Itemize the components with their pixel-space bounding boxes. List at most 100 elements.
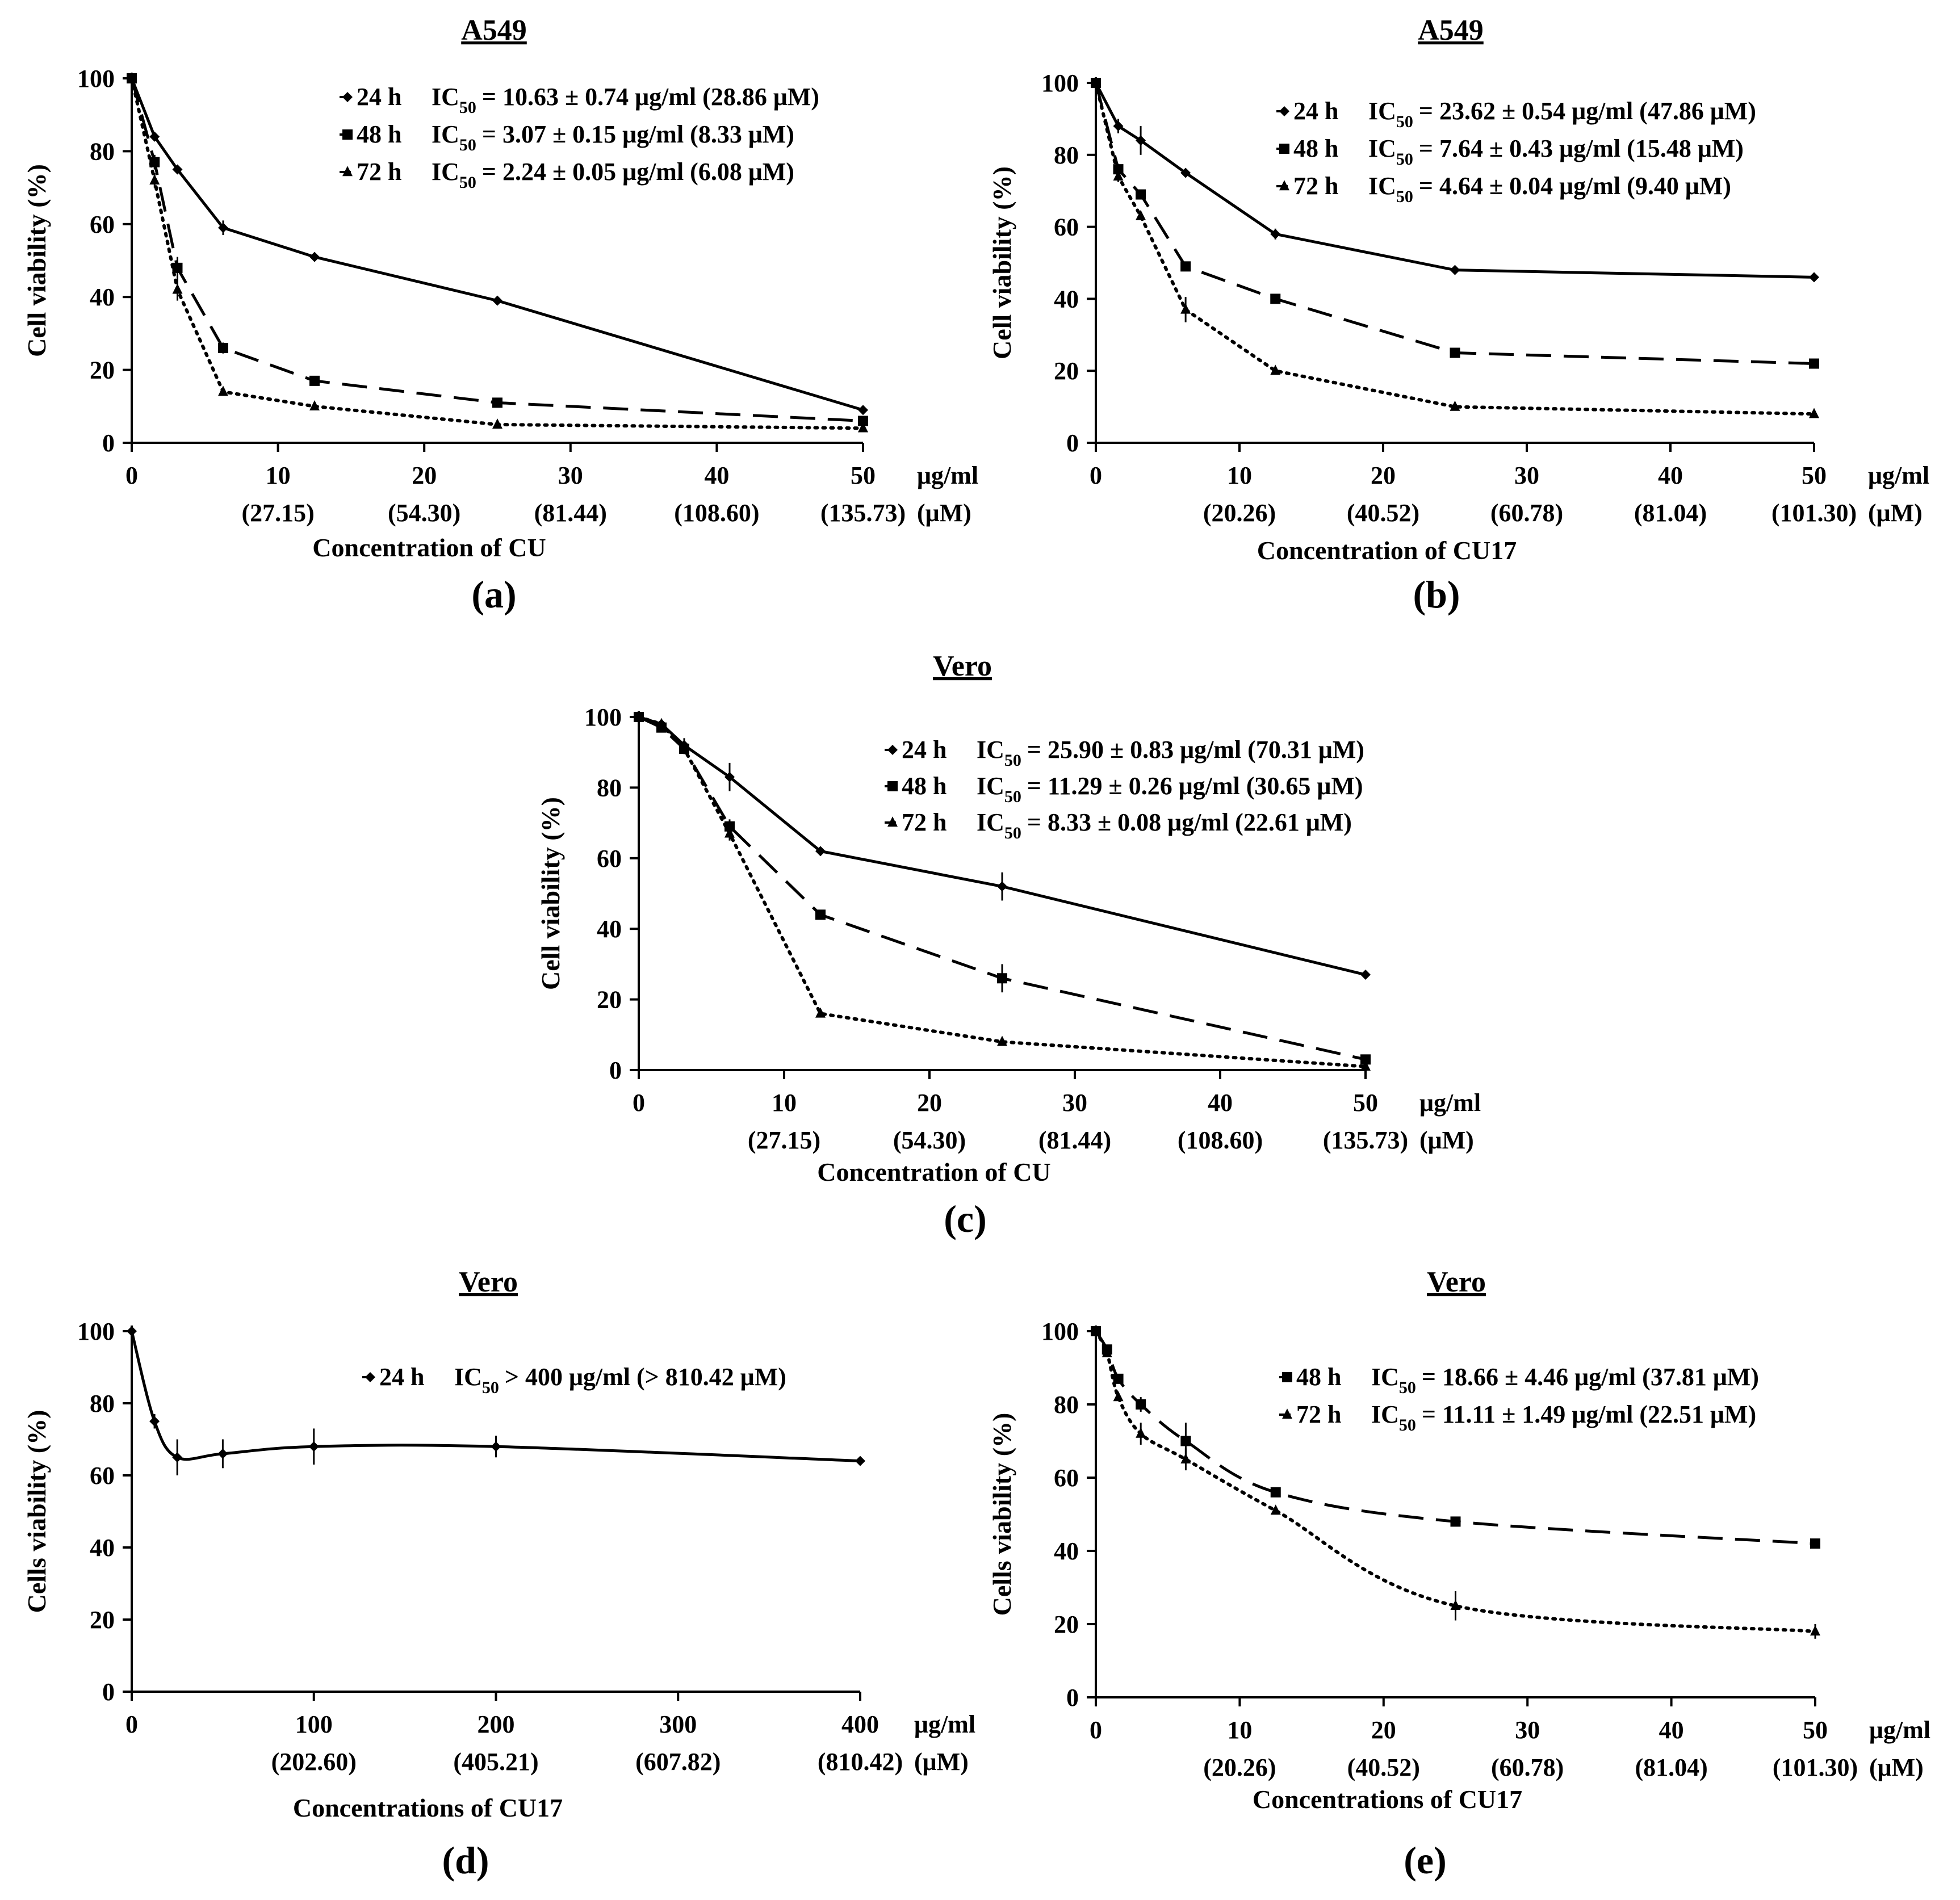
x-tick-label: 0 xyxy=(125,462,138,489)
data-point xyxy=(1450,1516,1461,1527)
legend-series-name: 72 h xyxy=(1296,1400,1341,1428)
series-72h xyxy=(127,72,868,433)
data-point xyxy=(1810,1625,1820,1636)
data-point xyxy=(1136,135,1146,146)
data-point xyxy=(308,1441,319,1452)
data-point xyxy=(1810,1538,1820,1549)
legend-series-name: 48 h xyxy=(357,120,401,148)
data-point xyxy=(1450,265,1460,275)
y-tick-label: 0 xyxy=(1066,429,1079,457)
legend-ic50: IC50 = 3.07 ± 0.15 μg/ml (8.33 μM) xyxy=(432,120,794,154)
x-tick-molar-label: (81.44) xyxy=(534,499,607,527)
legend-marker xyxy=(1279,144,1289,154)
data-point xyxy=(1136,189,1146,200)
ic50-subscript: 50 xyxy=(1004,787,1021,806)
y-tick-label: 40 xyxy=(1054,285,1079,313)
data-point xyxy=(172,1452,183,1463)
data-point xyxy=(149,131,160,142)
data-point xyxy=(492,418,502,429)
data-point xyxy=(997,1035,1007,1046)
ic50-subscript: 50 xyxy=(459,136,476,154)
legend-series-name: 48 h xyxy=(1293,135,1338,162)
legend-ic50: IC50 > 400 μg/ml (> 810.42 μM) xyxy=(454,1363,786,1397)
legend-marker xyxy=(1279,106,1289,116)
x-tick-molar-label: (81.04) xyxy=(1634,499,1707,527)
legend-series-name: 48 h xyxy=(902,772,947,800)
ic50-subscript: 50 xyxy=(1399,1416,1416,1435)
ic50-value: = 8.33 ± 0.08 μg/ml (22.61 μM) xyxy=(1027,808,1352,836)
x-tick-label: 50 xyxy=(1353,1089,1378,1117)
x-unit-molar-label: (μM) xyxy=(917,499,971,527)
y-tick-label: 100 xyxy=(584,703,622,731)
ic50-value: = 25.90 ± 0.83 μg/ml (70.31 μM) xyxy=(1027,736,1364,764)
y-tick-label: 20 xyxy=(1054,357,1079,385)
x-tick-label: 10 xyxy=(266,462,291,489)
x-tick-molar-label: (135.73) xyxy=(820,499,906,527)
data-point xyxy=(858,416,868,426)
data-point xyxy=(1136,209,1146,220)
data-point xyxy=(997,881,1007,892)
data-point xyxy=(1113,1373,1124,1384)
panel-d: Vero (d) 0 20 40 60 80 100 0 100 200 300 400 (202.60)… xyxy=(22,1266,975,1882)
panel-b: A549 (b) 0 20 40 60 80 100 0 10 20 30 40 50 (20.26) (40… xyxy=(987,14,1929,616)
y-tick-label: 40 xyxy=(90,283,115,311)
ic50-value: = 7.64 ± 0.43 μg/ml (15.48 μM) xyxy=(1419,135,1744,162)
x-tick-label: 40 xyxy=(1659,1716,1684,1744)
x-tick-molar-label: (40.52) xyxy=(1347,1754,1420,1781)
x-unit-label: μg/ml xyxy=(914,1710,975,1738)
y-tick-label: 40 xyxy=(90,1534,115,1562)
x-unit-label: μg/ml xyxy=(1419,1089,1481,1117)
x-tick-molar-label: (607.82) xyxy=(635,1748,721,1776)
y-tick-label: 60 xyxy=(90,1462,115,1490)
data-point xyxy=(1809,272,1819,283)
legend-series-name: 24 h xyxy=(357,83,401,111)
legend-marker xyxy=(1282,1372,1292,1382)
x-tick-molar-label: (20.26) xyxy=(1203,499,1276,527)
ic50-prefix: IC xyxy=(432,158,459,186)
x-tick-label: 20 xyxy=(917,1089,942,1117)
series-24h xyxy=(127,73,868,416)
data-point xyxy=(1270,229,1281,240)
data-point xyxy=(127,1326,137,1336)
data-point xyxy=(149,1416,160,1427)
panel-e-label: (e) xyxy=(1404,1839,1446,1882)
y-tick-label: 20 xyxy=(1054,1610,1079,1638)
x-tick-label: 40 xyxy=(704,462,729,489)
data-point xyxy=(1091,1325,1101,1336)
legend-marker xyxy=(342,92,353,102)
ic50-prefix: IC xyxy=(1368,97,1396,125)
x-tick-label: 10 xyxy=(1227,462,1252,489)
x-tick-molar-label: (810.42) xyxy=(818,1748,903,1776)
x-tick-molar-label: (81.44) xyxy=(1038,1126,1111,1154)
series-72h xyxy=(1091,77,1819,418)
legend-ic50: IC50 = 23.62 ± 0.54 μg/ml (47.86 μM) xyxy=(1368,97,1756,131)
data-point xyxy=(172,262,183,273)
legend-marker xyxy=(365,1372,375,1382)
data-point xyxy=(815,846,826,857)
panel-a-title: A549 xyxy=(461,14,527,47)
legend-ic50: IC50 = 2.24 ± 0.05 μg/ml (6.08 μM) xyxy=(432,158,794,192)
y-tick-label: 100 xyxy=(1041,1318,1079,1345)
x-tick-molar-label: (135.73) xyxy=(1323,1126,1408,1154)
legend-entry-48h: 48 h IC50 = 18.66 ± 4.46 μg/ml (37.81 μM) xyxy=(1279,1363,1759,1397)
ic50-value: = 11.11 ± 1.49 μg/ml (22.51 μM) xyxy=(1422,1400,1756,1428)
data-point xyxy=(1113,121,1124,132)
y-tick-label: 0 xyxy=(1066,1684,1079,1712)
x-tick-label: 0 xyxy=(125,1710,138,1738)
x-tick-label: 30 xyxy=(1062,1089,1087,1117)
legend-entry-48h: 48 h IC50 = 7.64 ± 0.43 μg/ml (15.48 μM) xyxy=(1276,135,1744,169)
legend-entry-24h: 24 h IC50 > 400 μg/ml (> 810.42 μM) xyxy=(362,1363,786,1397)
data-point xyxy=(1450,1599,1461,1610)
legend-series-name: 24 h xyxy=(379,1363,424,1391)
data-point xyxy=(309,251,320,262)
ic50-value: = 4.64 ± 0.04 μg/ml (9.40 μM) xyxy=(1419,172,1731,200)
y-tick-label: 60 xyxy=(1054,213,1079,241)
x-unit-molar-label: (μM) xyxy=(914,1748,969,1776)
data-point xyxy=(634,711,644,722)
legend-ic50: IC50 = 7.64 ± 0.43 μg/ml (15.48 μM) xyxy=(1368,135,1744,169)
x-tick-label: 10 xyxy=(772,1089,797,1117)
legend-series-name: 72 h xyxy=(902,808,947,836)
x-tick-label: 30 xyxy=(1515,1716,1540,1744)
legend-entry-72h: 72 h IC50 = 11.11 ± 1.49 μg/ml (22.51 μM) xyxy=(1279,1400,1756,1435)
